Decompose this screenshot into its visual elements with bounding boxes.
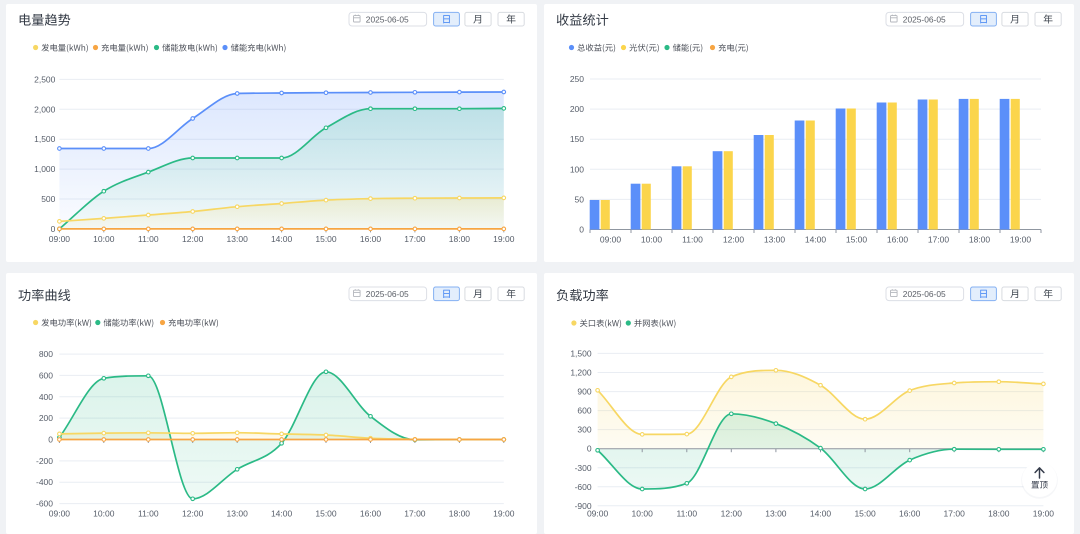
svg-text:17:00: 17:00 — [944, 509, 966, 519]
svg-text:2025-06-05: 2025-06-05 — [366, 289, 409, 299]
svg-text:14:00: 14:00 — [805, 234, 827, 244]
svg-text:-300: -300 — [575, 463, 592, 473]
svg-text:14:00: 14:00 — [271, 234, 293, 244]
svg-text:15:00: 15:00 — [846, 234, 868, 244]
svg-text:10:00: 10:00 — [93, 234, 115, 244]
svg-text:500: 500 — [41, 194, 55, 204]
svg-text:10:00: 10:00 — [641, 234, 663, 244]
svg-text:18:00: 18:00 — [449, 234, 471, 244]
svg-text:17:00: 17:00 — [404, 509, 426, 519]
svg-text:2025-06-05: 2025-06-05 — [903, 289, 946, 299]
svg-text:250: 250 — [570, 74, 584, 84]
svg-text:15:00: 15:00 — [315, 509, 337, 519]
svg-text:13:00: 13:00 — [227, 234, 249, 244]
svg-text:11:00: 11:00 — [138, 234, 159, 244]
svg-text:2025-06-05: 2025-06-05 — [366, 14, 409, 24]
svg-text:09:00: 09:00 — [49, 509, 71, 519]
svg-text:400: 400 — [39, 392, 53, 402]
svg-text:2,500: 2,500 — [34, 74, 56, 84]
svg-text:13:00: 13:00 — [764, 234, 786, 244]
svg-text:150: 150 — [570, 134, 584, 144]
svg-text:1,500: 1,500 — [570, 348, 592, 358]
svg-text:09:00: 09:00 — [587, 509, 609, 519]
svg-text:12:00: 12:00 — [721, 509, 743, 519]
svg-text:10:00: 10:00 — [93, 509, 115, 519]
svg-text:17:00: 17:00 — [404, 234, 426, 244]
svg-text:-600: -600 — [575, 482, 592, 492]
svg-text:2,000: 2,000 — [34, 104, 56, 114]
svg-text:100: 100 — [570, 164, 584, 174]
svg-text:15:00: 15:00 — [315, 234, 337, 244]
svg-text:600: 600 — [577, 406, 591, 416]
svg-text:10:00: 10:00 — [632, 509, 654, 519]
svg-text:09:00: 09:00 — [600, 234, 622, 244]
svg-text:16:00: 16:00 — [899, 509, 921, 519]
svg-text:-400: -400 — [36, 477, 53, 487]
svg-text:12:00: 12:00 — [182, 234, 204, 244]
svg-text:0: 0 — [587, 444, 592, 454]
svg-text:19:00: 19:00 — [493, 509, 515, 519]
svg-text:16:00: 16:00 — [360, 509, 382, 519]
svg-text:13:00: 13:00 — [227, 509, 249, 519]
svg-text:18:00: 18:00 — [988, 509, 1010, 519]
svg-text:300: 300 — [577, 425, 591, 435]
svg-text:09:00: 09:00 — [49, 234, 71, 244]
svg-text:600: 600 — [39, 370, 53, 380]
svg-text:16:00: 16:00 — [360, 234, 382, 244]
svg-text:11:00: 11:00 — [676, 509, 697, 519]
svg-text:200: 200 — [570, 104, 584, 114]
svg-text:12:00: 12:00 — [723, 234, 745, 244]
svg-text:1,200: 1,200 — [570, 368, 592, 378]
svg-text:14:00: 14:00 — [810, 509, 832, 519]
svg-text:15:00: 15:00 — [854, 509, 876, 519]
svg-text:18:00: 18:00 — [449, 509, 471, 519]
svg-text:1,000: 1,000 — [34, 164, 56, 174]
svg-text:-600: -600 — [36, 499, 53, 509]
svg-text:18:00: 18:00 — [969, 234, 991, 244]
svg-text:-200: -200 — [36, 456, 53, 466]
svg-text:16:00: 16:00 — [887, 234, 909, 244]
svg-text:200: 200 — [39, 413, 53, 423]
svg-text:0: 0 — [579, 225, 584, 235]
svg-text:11:00: 11:00 — [138, 509, 159, 519]
svg-text:14:00: 14:00 — [271, 509, 293, 519]
svg-text:17:00: 17:00 — [928, 234, 950, 244]
svg-text:800: 800 — [39, 349, 53, 359]
svg-text:13:00: 13:00 — [765, 509, 787, 519]
svg-text:19:00: 19:00 — [1010, 234, 1032, 244]
svg-text:0: 0 — [48, 435, 53, 445]
svg-text:0: 0 — [51, 224, 56, 234]
svg-text:-900: -900 — [575, 501, 592, 511]
svg-text:900: 900 — [577, 387, 591, 397]
svg-text:12:00: 12:00 — [182, 509, 204, 519]
svg-text:11:00: 11:00 — [682, 234, 703, 244]
svg-text:2025-06-05: 2025-06-05 — [903, 14, 946, 24]
svg-text:50: 50 — [575, 194, 585, 204]
svg-text:1,500: 1,500 — [34, 134, 56, 144]
svg-text:19:00: 19:00 — [493, 234, 515, 244]
svg-text:19:00: 19:00 — [1033, 509, 1055, 519]
